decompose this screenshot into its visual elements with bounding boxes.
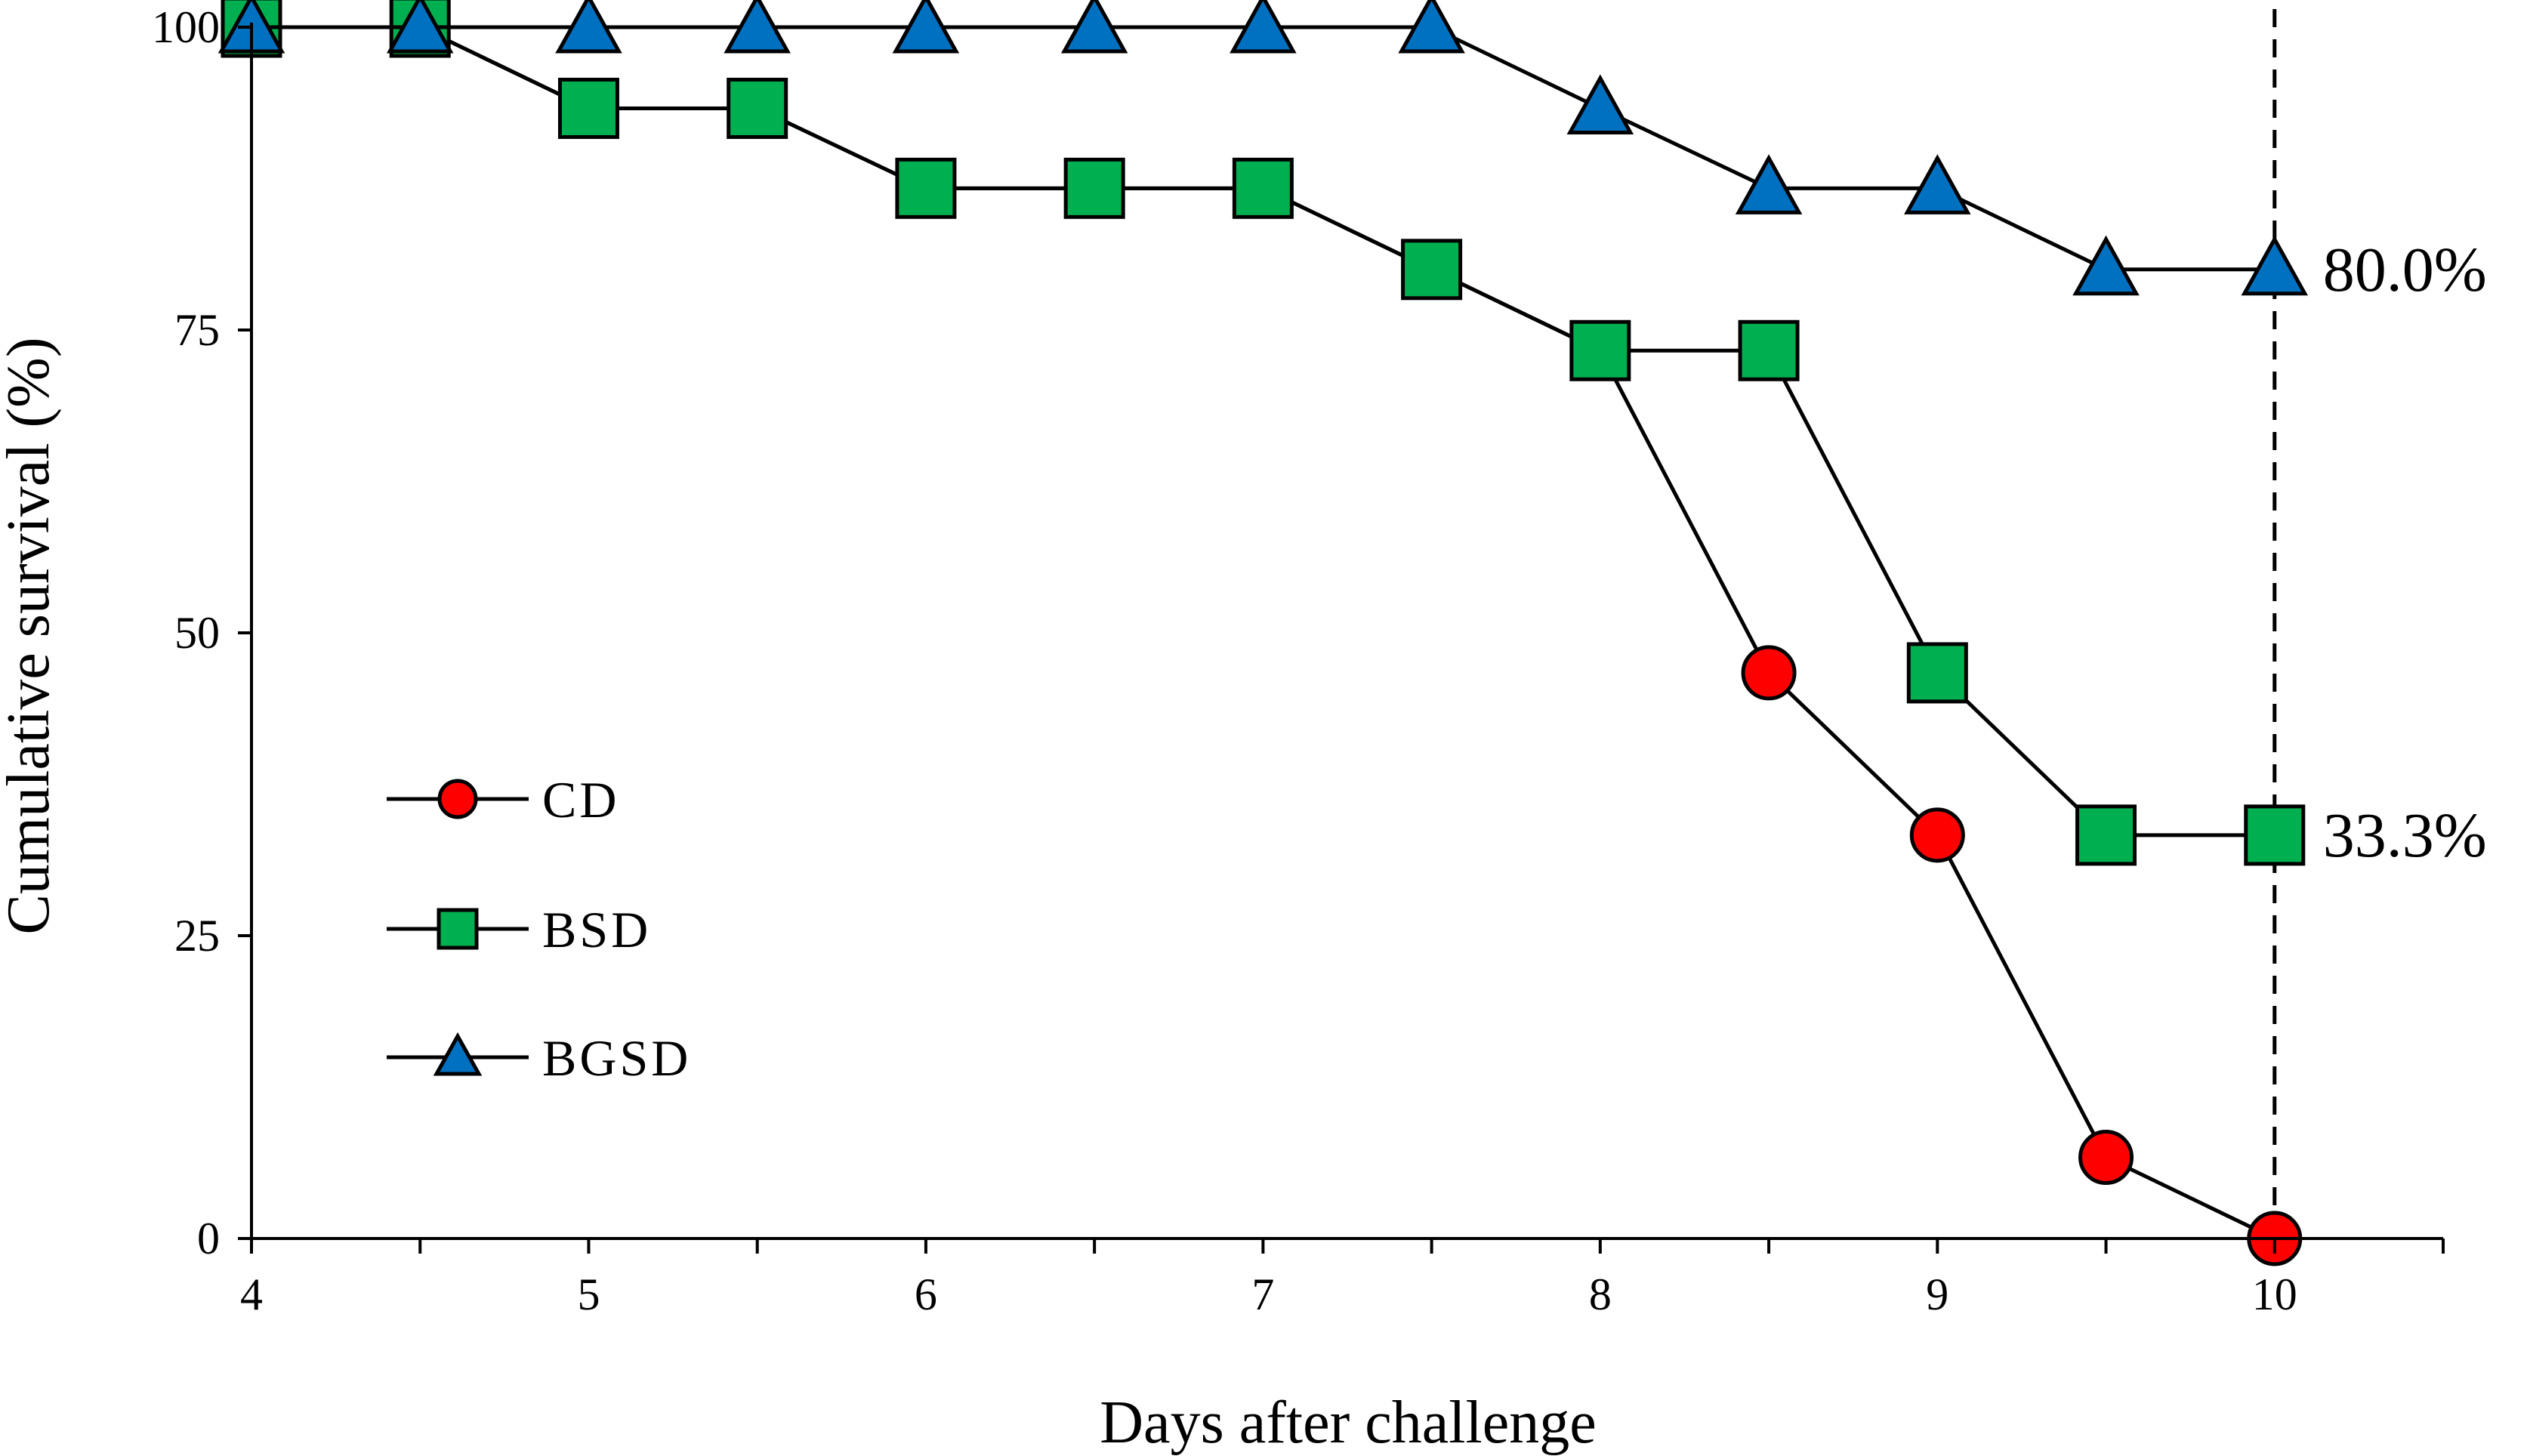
- bgsd-point: [724, 0, 791, 54]
- bgsd-point: [1398, 0, 1465, 54]
- bgsd-point: [1060, 0, 1128, 54]
- legend-label: BSD: [542, 901, 651, 958]
- bgsd-point: [2072, 235, 2140, 296]
- legend-marker-bsd: [437, 908, 479, 950]
- bgsd-point: [1904, 154, 1971, 214]
- cd-point: [2078, 1130, 2134, 1186]
- y-tick-label: 0: [197, 1214, 220, 1263]
- end-value-annotation: 80.0%: [2323, 235, 2487, 305]
- bgsd-point: [1566, 74, 1634, 134]
- y-tick-label: 100: [152, 2, 220, 52]
- legend-item-cd: CD: [387, 771, 619, 828]
- x-tick-label: 4: [240, 1269, 263, 1319]
- bgsd-point: [1230, 0, 1297, 54]
- y-tick-label: 75: [174, 305, 220, 355]
- legend-item-bsd: BSD: [387, 901, 651, 958]
- x-tick-label: 5: [577, 1269, 600, 1319]
- x-axis-title: Days after challenge: [1100, 1390, 1596, 1456]
- bsd-point: [1906, 642, 1968, 704]
- cd-point: [1909, 807, 1965, 863]
- x-tick-label: 8: [1589, 1269, 1612, 1319]
- x-tick-label: 9: [1926, 1269, 1948, 1319]
- series-line-bgsd: [251, 25, 2275, 272]
- x-tick-label: 10: [2252, 1269, 2297, 1319]
- legend-marker-bgsd: [433, 1032, 483, 1076]
- bsd-point: [895, 157, 957, 219]
- bsd-point: [557, 77, 619, 139]
- series-bgsd: [218, 0, 2309, 296]
- y-tick-label: 25: [174, 911, 220, 961]
- x-tick-label: 7: [1251, 1269, 1274, 1319]
- cd-point: [1741, 645, 1797, 701]
- bsd-point: [1738, 319, 1800, 381]
- series-bsd: [221, 0, 2306, 866]
- bgsd-point: [555, 0, 622, 54]
- legend-label: BGSD: [542, 1029, 691, 1087]
- x-tick-label: 6: [915, 1269, 937, 1319]
- legend-label: CD: [542, 771, 619, 828]
- bgsd-point: [2241, 235, 2309, 296]
- y-axis-title: Cumulative survival (%): [0, 338, 62, 935]
- y-tick-label: 50: [174, 608, 220, 658]
- bsd-point: [1569, 319, 1631, 381]
- bgsd-point: [386, 0, 454, 54]
- bsd-point: [2244, 804, 2306, 866]
- bsd-point: [727, 77, 788, 139]
- legend-marker-cd: [437, 779, 478, 819]
- legend-item-bgsd: BGSD: [387, 1029, 691, 1087]
- end-value-annotation: 33.3%: [2323, 800, 2487, 871]
- bgsd-point: [1735, 154, 1803, 214]
- bsd-point: [2075, 804, 2137, 866]
- bsd-point: [1401, 239, 1463, 301]
- bgsd-point: [892, 0, 960, 54]
- bsd-point: [1063, 157, 1125, 219]
- bsd-point: [1232, 157, 1294, 219]
- series-line-bsd: [251, 25, 2275, 838]
